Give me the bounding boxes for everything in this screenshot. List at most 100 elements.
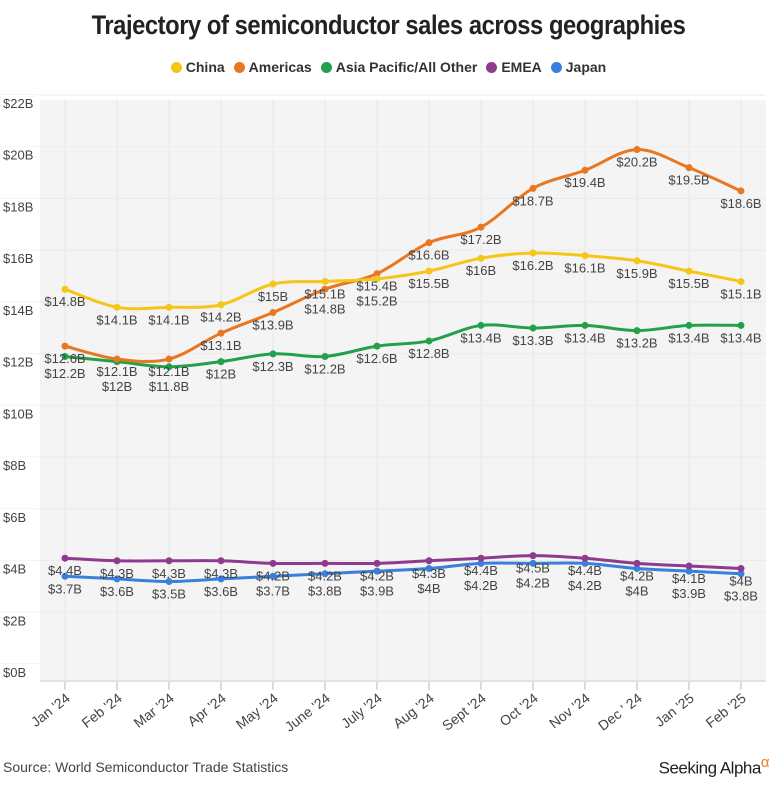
x-tick-label: Feb '25	[703, 690, 749, 731]
data-point	[217, 358, 225, 366]
x-tick-label: May '24	[233, 690, 281, 733]
y-label-bg	[0, 146, 38, 163]
data-point	[737, 321, 745, 329]
legend-item[interactable]: China	[170, 59, 225, 75]
data-point	[633, 559, 641, 567]
data-label: $3.9B	[360, 583, 394, 598]
y-tick-label: $2B	[3, 613, 26, 628]
data-label: $3.6B	[100, 584, 134, 599]
data-label: $4.1B	[672, 571, 706, 586]
data-point	[321, 559, 329, 567]
data-point	[373, 567, 381, 575]
data-point	[321, 277, 329, 285]
data-label: $4.2B	[308, 568, 342, 583]
legend-item[interactable]: Asia Pacific/All Other	[320, 59, 477, 75]
data-point	[685, 567, 693, 575]
legend-item[interactable]: Americas	[233, 59, 312, 75]
y-tick-label: $10B	[3, 406, 33, 421]
chart-title: Trajectory of semiconductor sales across…	[91, 10, 686, 40]
data-point	[113, 557, 121, 565]
data-point	[477, 321, 485, 329]
data-point	[685, 321, 693, 329]
data-point	[165, 363, 173, 371]
data-label: $4.3B	[152, 566, 186, 581]
data-label: $13.4B	[720, 330, 761, 345]
alpha-icon: α	[760, 754, 770, 771]
data-point	[529, 324, 537, 332]
y-tick-label: $8B	[3, 458, 26, 473]
data-point	[737, 570, 745, 578]
series-line	[64, 554, 742, 571]
data-point	[61, 342, 69, 350]
data-point	[269, 572, 277, 580]
data-label: $12B	[206, 367, 236, 382]
data-label: $4.4B	[568, 563, 602, 578]
chart: Jan '24 Feb '24 Mar '24 Apr '24 May '24 June …	[0, 94, 766, 735]
data-label: $16.1B	[564, 261, 605, 276]
data-point	[477, 254, 485, 262]
series-line	[64, 251, 742, 311]
data-label: $3.6B	[204, 584, 238, 599]
data-point	[269, 308, 277, 316]
x-tick-label: Sept '24	[439, 690, 489, 734]
data-label: $13.4B	[668, 330, 709, 345]
data-point	[633, 146, 641, 154]
x-tick-label: Jan '24	[28, 690, 73, 730]
x-tick-label: Mar '24	[131, 690, 177, 731]
y-label-bg	[0, 250, 38, 267]
data-label: $18.6B	[720, 196, 761, 211]
data-point	[61, 554, 69, 562]
data-point	[217, 301, 225, 309]
series-line	[64, 561, 742, 583]
data-label: $15.5B	[408, 276, 449, 291]
data-label: $3.9B	[672, 586, 706, 601]
y-tick-label: $12B	[3, 355, 33, 370]
data-point	[269, 350, 277, 358]
y-label-bg	[0, 664, 38, 680]
y-label-bg	[0, 95, 38, 111]
data-label: $12.8B	[408, 346, 449, 361]
data-point	[113, 303, 121, 311]
y-tick-label: $0B	[3, 665, 26, 680]
y-tick-label: $16B	[3, 251, 33, 266]
data-point	[165, 355, 173, 363]
y-label-bg	[0, 457, 38, 474]
data-label: $16.6B	[408, 248, 449, 263]
data-label: $14.1B	[96, 312, 137, 327]
data-label: $19.5B	[668, 173, 709, 188]
data-point	[373, 342, 381, 350]
data-point	[529, 249, 537, 257]
data-label: $13.9B	[252, 317, 293, 332]
data-label: $14.8B	[304, 301, 345, 316]
data-label: $4.2B	[464, 578, 498, 593]
legend-item[interactable]: Japan	[550, 59, 606, 75]
data-point	[61, 352, 69, 360]
data-point	[217, 575, 225, 583]
data-point	[581, 559, 589, 567]
legend-label: Americas	[248, 59, 312, 75]
legend-item[interactable]: EMEA	[486, 59, 542, 75]
data-point	[217, 329, 225, 337]
data-point	[581, 554, 589, 562]
data-point	[529, 552, 537, 560]
x-tick-label: Aug '24	[390, 690, 437, 732]
data-point	[425, 267, 433, 275]
x-tick-label: July '24	[338, 690, 385, 732]
data-label: $18.7B	[512, 193, 553, 208]
data-point	[477, 559, 485, 567]
data-label: $12.2B	[44, 366, 85, 381]
data-point	[737, 277, 745, 285]
data-label: $15.5B	[668, 276, 709, 291]
data-point	[165, 303, 173, 311]
data-point	[321, 285, 329, 293]
legend-label: China	[185, 59, 225, 75]
x-tick-label: Feb '24	[79, 690, 125, 731]
data-point	[425, 239, 433, 247]
data-point	[737, 565, 745, 573]
y-label-bg	[0, 198, 38, 215]
y-tick-label: $20B	[3, 148, 33, 163]
x-tick-label: Oct '24	[496, 690, 541, 730]
data-label: $12.6B	[356, 351, 397, 366]
data-label: $15.2B	[356, 294, 397, 309]
data-label: $4.3B	[100, 566, 134, 581]
